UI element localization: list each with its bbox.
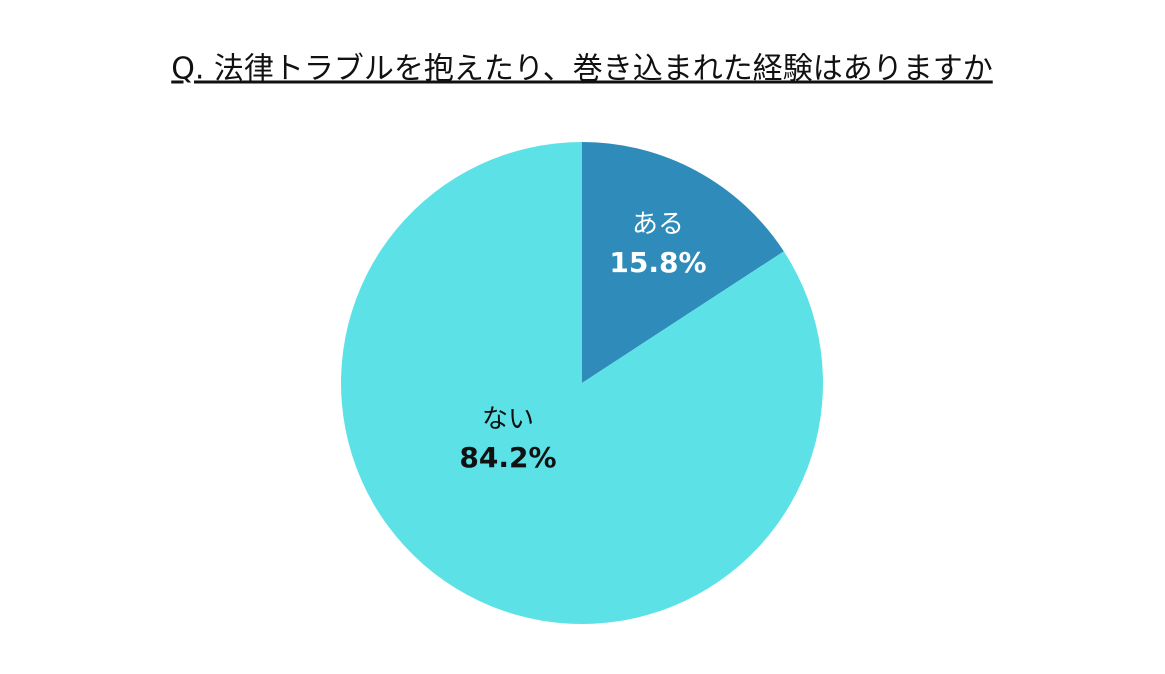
pie-slice: [582, 142, 784, 383]
slice-value-label: 15.8%: [609, 246, 706, 279]
pie-slice: [341, 142, 823, 624]
chart-title: Q. 法律トラブルを抱えたり、巻き込まれた経験はありますか: [171, 52, 993, 87]
slice-label: ない: [482, 405, 534, 435]
slice-value-label: 84.2%: [459, 441, 556, 474]
slice-label: ある: [632, 210, 684, 240]
